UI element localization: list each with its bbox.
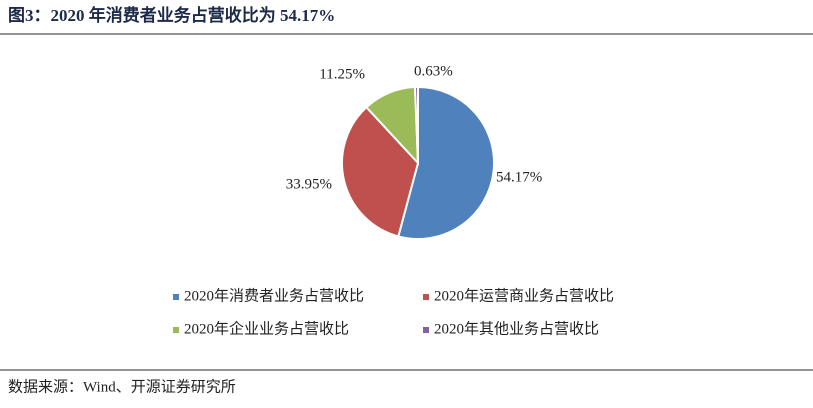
pie-slice xyxy=(397,85,495,240)
data-label: 54.17% xyxy=(496,169,542,185)
legend-label: 2020年企业业务占营收比 xyxy=(184,319,349,337)
legend-marker xyxy=(173,294,179,300)
legend-label: 2020年消费者业务占营收比 xyxy=(184,287,364,304)
pie-slice xyxy=(341,105,420,238)
legend-label: 2020年其他业务占营收比 xyxy=(434,320,599,337)
source: 数据来源：Wind、开源证券研究所 xyxy=(8,378,236,395)
data-label: 0.63% xyxy=(414,63,453,79)
chart-title: 图3：2020 年消费者业务占营收比为 54.17% xyxy=(8,5,335,25)
legend-marker xyxy=(423,294,429,300)
data-label: 33.95% xyxy=(286,176,332,192)
legend-marker xyxy=(173,327,179,333)
legend-marker xyxy=(423,327,429,333)
pie-slice xyxy=(413,85,419,164)
legend-label: 2020年运营商业务占营收比 xyxy=(434,287,614,304)
data-label: 11.25% xyxy=(319,66,365,82)
